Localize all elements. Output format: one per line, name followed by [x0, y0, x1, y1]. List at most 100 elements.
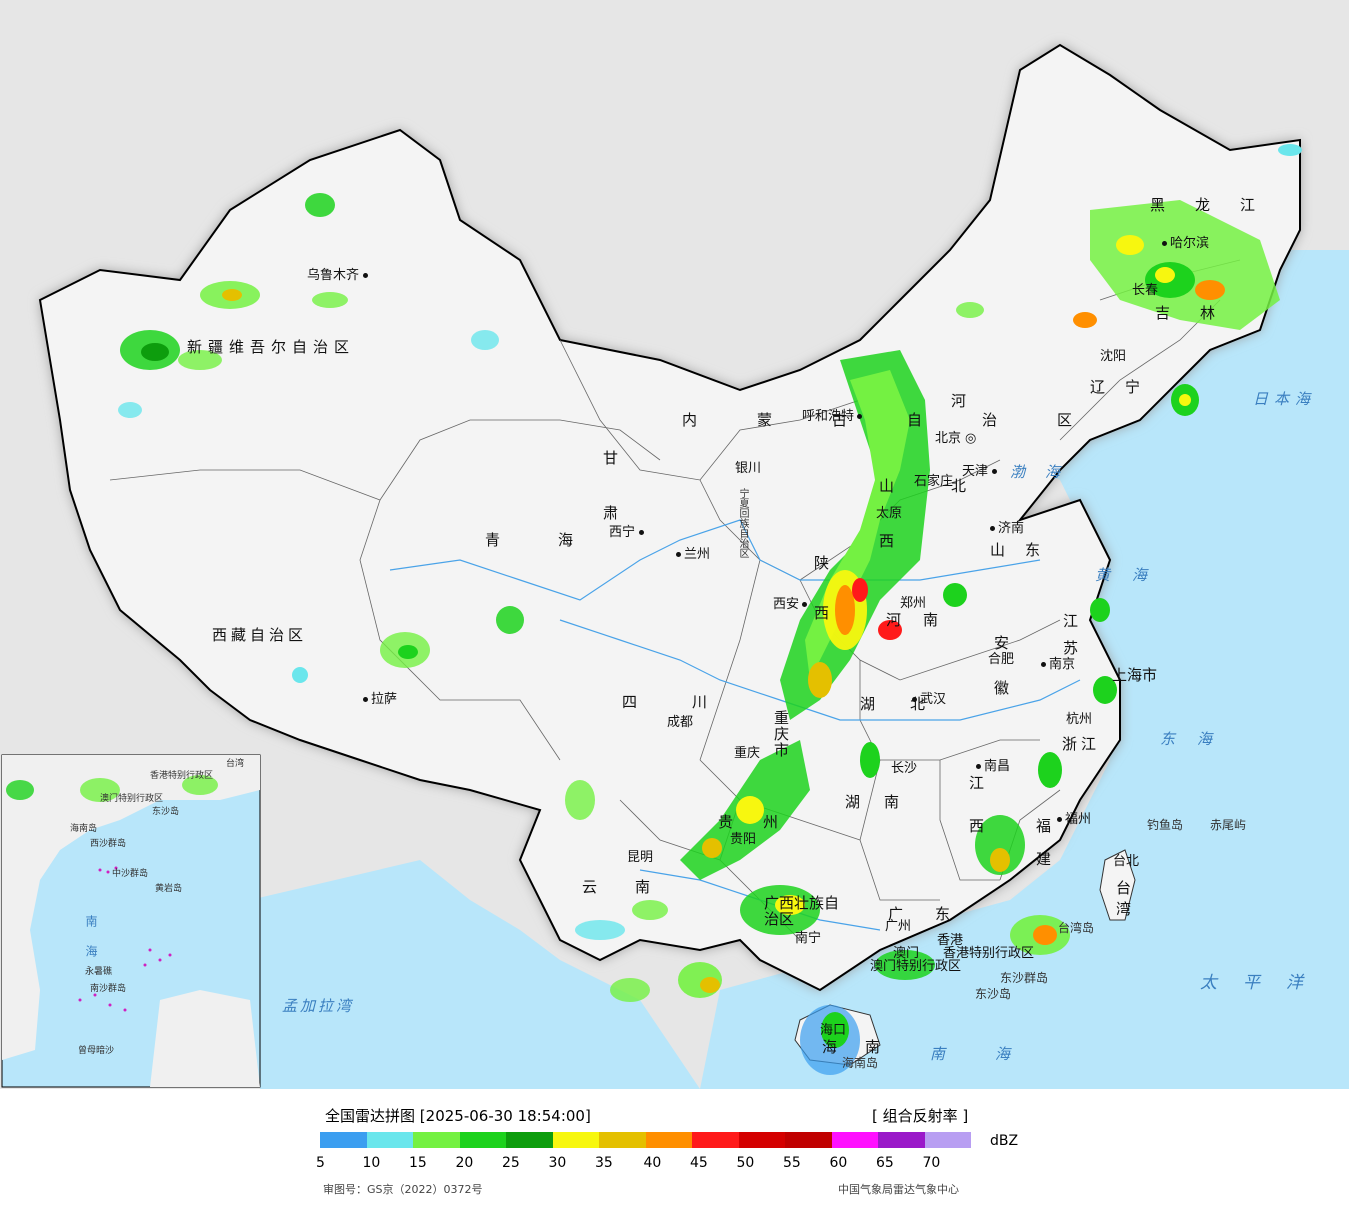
province-jiangsu: 江苏 [1061, 613, 1079, 667]
inset-hainan: 海南岛 [70, 824, 98, 834]
color-swatch [320, 1132, 367, 1148]
city-changchun: 长春 [1132, 283, 1159, 298]
city-zhengzhou: 郑州 [900, 596, 927, 611]
legend-panel: 全国雷达拼图 [2025-06-30 18:54:00] [ 组合反射率 ] d… [0, 1089, 1349, 1208]
city-chengdu: 成都 [667, 715, 694, 730]
city-hohhot: 呼和浩特 [802, 410, 865, 423]
island-chiwei: 赤尾屿 [1210, 818, 1247, 832]
province-hebei: 河北 [949, 393, 967, 563]
map-timestamp: [2025-06-30 18:54:00] [419, 1107, 591, 1125]
province-shandong: 山东 [990, 541, 1061, 559]
city-nanjing: 南京 [1041, 658, 1075, 671]
scale-tick-label: 20 [455, 1155, 474, 1171]
province-shanxi: 山西 [877, 478, 895, 588]
province-inner-mongolia: 内蒙古自治区 [682, 411, 1133, 429]
scale-tick-label: 65 [876, 1155, 894, 1171]
inset-huangyan: 黄岩岛 [155, 884, 183, 894]
province-shanghai: 上海市 [1112, 666, 1158, 684]
city-wuhan: 武汉 [912, 693, 946, 706]
city-urumqi: 乌鲁木齐 [307, 269, 371, 282]
legend-title: 全国雷达拼图 [2025-06-30 18:54:00] [325, 1105, 591, 1126]
inset-dongsha: 东沙岛 [152, 807, 180, 817]
color-swatch [459, 1132, 506, 1148]
inset-islands [78, 866, 172, 1012]
province-guangxi: 广西壮族自治区 [764, 894, 840, 928]
bay-of-bengal [250, 860, 700, 1089]
island-taiwan: 台湾岛 [1058, 921, 1095, 935]
color-swatch [738, 1132, 785, 1148]
province-hongkong: 香港特别行政区 [943, 946, 1035, 961]
city-hangzhou: 杭州 [1066, 712, 1093, 727]
island-hainan: 海南岛 [842, 1056, 879, 1070]
inset-south-sea: 南海 [84, 915, 98, 975]
inset-land [2, 755, 260, 1060]
city-macao: 澳门 [893, 946, 920, 961]
inset-zhongsha: 中沙群岛 [112, 869, 149, 879]
scale-tick-label: 35 [595, 1155, 613, 1171]
sea-bohai: 渤海 [1010, 463, 1081, 481]
sea-japan: 日本海 [1253, 390, 1317, 408]
province-fujian: 福建 [1034, 818, 1052, 884]
city-beijing: 北京 ◎ [935, 431, 977, 446]
city-lanzhou: 兰州 [676, 548, 710, 561]
scale-tick-label: 45 [690, 1155, 708, 1171]
sea-bay-of-bengal: 孟加拉湾 [282, 997, 355, 1015]
city-kunming: 昆明 [627, 850, 654, 865]
source-credit: 中国气象局雷达气象中心 [838, 1183, 959, 1196]
radar-map: 新疆维吾尔自治区 西藏自治区 青海 甘肃 内蒙古自治区 宁夏回族自治区 陕西 山… [0, 0, 1349, 1089]
province-shaanxi: 陕西 [812, 555, 830, 655]
city-nanchang: 南昌 [976, 760, 1010, 773]
color-swatch [552, 1132, 599, 1148]
inset-nansha: 南沙群岛 [90, 984, 127, 994]
city-chongqing: 重庆 [734, 746, 761, 761]
province-macao: 澳门特别行政区 [870, 959, 962, 974]
city-fuzhou: 福州 [1057, 813, 1091, 826]
inset-taiwan: 台湾 [226, 759, 245, 769]
province-zhejiang: 浙江 [1062, 735, 1101, 753]
province-qinghai: 青海 [485, 531, 632, 549]
city-tianjin: 天津 [962, 465, 1000, 478]
province-gansu: 甘肃 [601, 450, 619, 560]
province-hainan: 海南 [822, 1038, 909, 1056]
city-haikou: 海口 [820, 1023, 847, 1038]
scale-tick-label: 30 [548, 1155, 567, 1171]
color-scale [320, 1132, 971, 1148]
scale-tick-label: 70 [922, 1155, 941, 1171]
province-jilin: 吉林 [1155, 304, 1246, 322]
sea-yellow: 黄海 [1095, 566, 1170, 584]
province-taiwan: 台湾 [1114, 880, 1132, 922]
province-jiangxi: 江西 [967, 775, 985, 861]
color-swatch [366, 1132, 413, 1148]
inset-zengmu: 曾母暗沙 [78, 1046, 115, 1056]
city-xian: 西安 [773, 598, 810, 611]
color-swatch [413, 1132, 460, 1148]
scale-tick-label: 5 [316, 1155, 325, 1171]
unit-label: dBZ [990, 1133, 1019, 1149]
approval-number: 审图号：GS京（2022）0372号 [323, 1183, 483, 1196]
china-territory [38, 43, 1301, 992]
city-yinchuan: 银川 [735, 461, 762, 476]
island-dongsha: 东沙岛 [975, 987, 1012, 1001]
color-swatch [924, 1132, 971, 1148]
province-xinjiang: 新疆维吾尔自治区 [187, 338, 356, 356]
scale-tick-label: 50 [736, 1155, 755, 1171]
province-anhui: 安徽 [992, 635, 1010, 725]
province-chongqing: 重庆市 [772, 710, 790, 758]
province-ningxia: 宁夏回族自治区 [737, 488, 748, 558]
city-changsha: 长沙 [891, 761, 918, 776]
radar-echoes [118, 144, 1302, 1075]
scale-tick-label: 25 [502, 1155, 520, 1171]
color-swatch [506, 1132, 553, 1148]
inset-xisha: 西沙群岛 [90, 839, 127, 849]
map-canvas [0, 0, 1349, 1089]
scale-tick-label: 10 [362, 1155, 381, 1171]
color-swatch [831, 1132, 878, 1148]
inset-land-south [150, 990, 260, 1087]
city-jinan: 济南 [990, 522, 1024, 535]
taiwan-island [1099, 849, 1136, 921]
province-hunan: 湖南 [845, 793, 924, 811]
scale-tick-label: 40 [643, 1155, 662, 1171]
province-guangdong: 广东 [888, 905, 983, 923]
inset-yongshu: 永暑礁 [85, 967, 113, 977]
province-yunnan: 云南 [582, 878, 689, 896]
